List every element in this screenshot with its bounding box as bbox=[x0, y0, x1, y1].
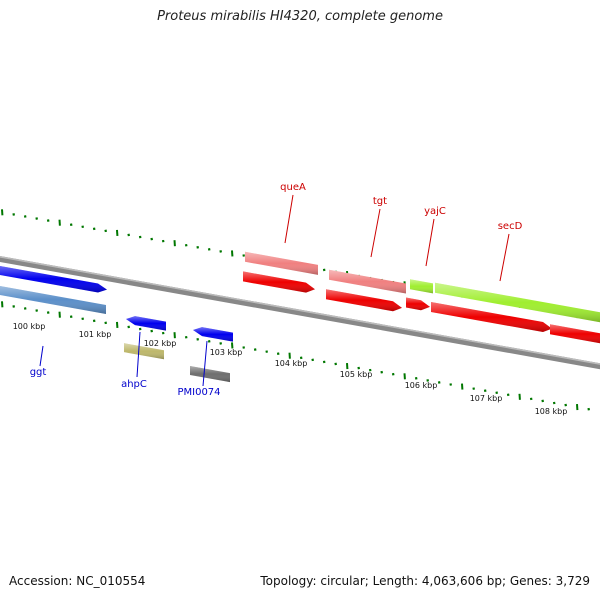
scale-label: 104 kbp bbox=[275, 359, 308, 368]
scale-label: 108 kbp bbox=[535, 407, 568, 416]
genome-backbone bbox=[0, 256, 600, 370]
cog-ggt-shading bbox=[0, 286, 106, 314]
gene-label-ggt[interactable]: ggt bbox=[30, 367, 47, 378]
leader-ggt bbox=[39, 345, 44, 367]
map-title: Proteus mirabilis HI4320, complete genom… bbox=[157, 9, 443, 24]
cds-tgt-shading bbox=[326, 289, 402, 312]
cog-yajC-shading bbox=[410, 279, 433, 294]
cds-PMI0074-shading bbox=[193, 327, 233, 342]
scale-label: 100 kbp bbox=[13, 322, 46, 331]
scale-label: 106 kbp bbox=[405, 381, 438, 390]
leader-queA bbox=[284, 194, 294, 244]
gene-label-queA[interactable]: queA bbox=[280, 182, 306, 193]
scale-label: 102 kbp bbox=[144, 339, 177, 348]
scale-label: 101 kbp bbox=[79, 330, 112, 339]
cog-tgt-shading bbox=[329, 269, 406, 294]
leader-tgt bbox=[370, 208, 381, 258]
accession-label: Accession: NC_010554 bbox=[9, 574, 146, 588]
tick-track-lower bbox=[1, 301, 590, 411]
gene-label-secD[interactable]: secD bbox=[498, 221, 523, 232]
genome-summary-label: Topology: circular; Length: 4,063,606 bp… bbox=[260, 574, 590, 588]
cds-ahpC-shading bbox=[126, 316, 166, 331]
leader-yajC bbox=[425, 218, 435, 267]
gene-label-PMI0074[interactable]: PMI0074 bbox=[177, 387, 220, 398]
scale-label: 105 kbp bbox=[340, 370, 373, 379]
gene-label-yajC[interactable]: yajC bbox=[424, 206, 446, 217]
scale-label: 107 kbp bbox=[470, 394, 503, 403]
cds-feature-track bbox=[243, 251, 600, 344]
label-leader-lines bbox=[39, 194, 510, 387]
leader-secD bbox=[499, 233, 510, 282]
cog-feature-track bbox=[0, 266, 233, 383]
cds-next-shading bbox=[550, 324, 600, 344]
cog-secD-shading bbox=[435, 282, 600, 323]
backbone-highlight bbox=[0, 256, 600, 365]
leader-PMI0074 bbox=[202, 340, 208, 387]
cog-ahpC-shading bbox=[124, 343, 164, 360]
cog-queA-shading bbox=[245, 251, 318, 275]
cds-yajC-shading bbox=[406, 297, 430, 311]
cog-PMI0074-shading bbox=[190, 365, 230, 383]
gene-label-ahpC[interactable]: ahpC bbox=[121, 379, 147, 390]
gene-label-tgt[interactable]: tgt bbox=[373, 196, 387, 207]
cds-secD-shading bbox=[431, 302, 552, 333]
scale-labels: 100 kbp 101 kbp 102 kbp 103 kbp 104 kbp 105 k… bbox=[13, 322, 568, 416]
leader-ahpC bbox=[136, 331, 141, 378]
scale-label: 103 kbp bbox=[210, 348, 243, 357]
cds-ggt-shading bbox=[0, 266, 107, 293]
gene-labels: ggt ahpC PMI0074 queA tgt yajC secD bbox=[30, 182, 523, 398]
cds-queA-shading bbox=[243, 271, 315, 293]
